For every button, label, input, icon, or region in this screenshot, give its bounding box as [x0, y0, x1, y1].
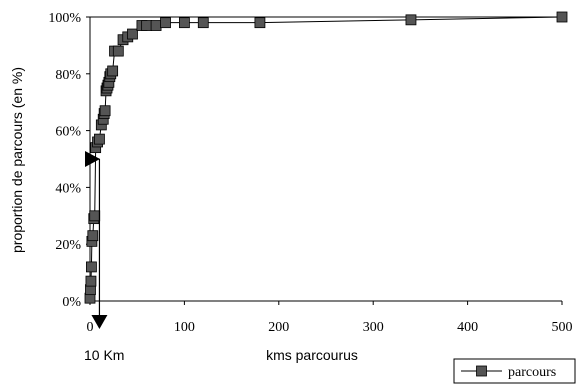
- data-point: [86, 261, 97, 273]
- legend-marker: [476, 365, 487, 377]
- data-point: [254, 17, 266, 29]
- distance-arrow-marker: [91, 315, 108, 329]
- data-point: [127, 28, 138, 40]
- data-point: [150, 20, 162, 31]
- legend-label: parcours: [508, 365, 556, 380]
- data-point: [160, 17, 171, 29]
- distance-label: 10 Km: [84, 347, 124, 363]
- data-point: [87, 230, 99, 242]
- series-line: [89, 16, 563, 299]
- data-point: [112, 45, 124, 57]
- x-axis-title: kms parcourus: [266, 347, 358, 363]
- data-point: [141, 20, 153, 31]
- y-tick-label: 0%: [62, 295, 81, 310]
- series-lines: [89, 16, 563, 299]
- y-tick-label: 60%: [55, 125, 81, 140]
- x-tick-label: 400: [457, 320, 478, 335]
- series-points: [84, 11, 568, 304]
- data-point: [556, 11, 568, 23]
- data-point: [178, 17, 190, 29]
- y-tick-label: 20%: [55, 238, 81, 253]
- y-tick-label: 40%: [55, 181, 81, 196]
- x-tick-label: 100: [174, 320, 195, 335]
- x-tick-label: 0: [87, 320, 94, 335]
- median-arrow-marker: [85, 151, 100, 167]
- x-axis-ticks: 0 100 200 300 400 500: [87, 301, 573, 335]
- x-tick-label: 200: [268, 320, 289, 335]
- annotations: [85, 151, 108, 329]
- data-point: [99, 105, 111, 117]
- x-tick-label: 300: [363, 320, 384, 335]
- data-point: [89, 210, 101, 222]
- legend: parcours: [453, 358, 576, 384]
- data-point: [85, 275, 97, 287]
- data-point: [107, 65, 119, 77]
- axes: [89, 16, 562, 302]
- x-tick-label: 500: [552, 320, 573, 335]
- data-point: [197, 17, 209, 29]
- data-point: [94, 133, 105, 145]
- data-point: [405, 14, 417, 26]
- y-tick-label: 100%: [48, 11, 81, 26]
- y-axis-title: proportion de parcours (en %): [9, 67, 25, 253]
- y-axis-ticks: 0% 20% 40% 60% 80% 100%: [48, 11, 90, 310]
- y-tick-label: 80%: [55, 68, 81, 83]
